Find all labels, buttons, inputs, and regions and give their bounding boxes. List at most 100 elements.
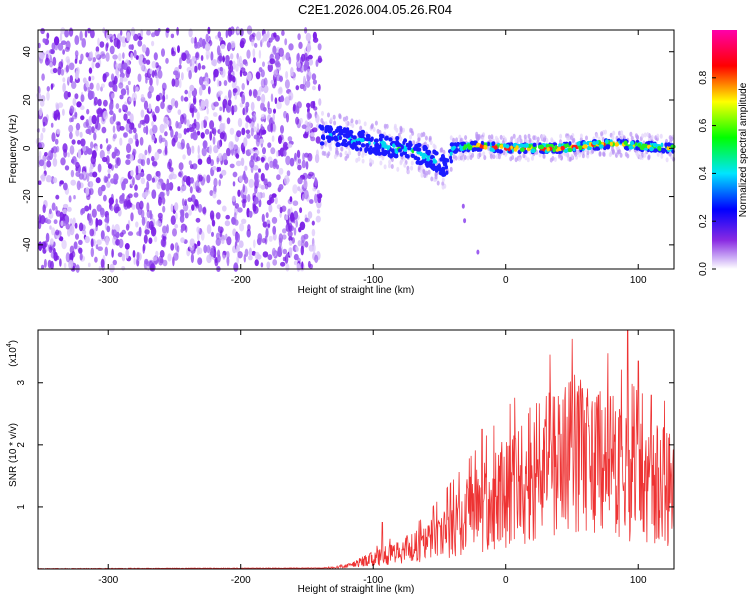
noise-dot <box>62 49 65 55</box>
noise-dot <box>282 228 287 234</box>
noise-dot <box>175 212 178 220</box>
noise-dot <box>253 165 259 171</box>
noise-dot <box>311 73 317 81</box>
noise-dot <box>264 162 270 171</box>
noise-dot <box>307 211 313 219</box>
figure-title: C2E1.2026.004.05.26.R04 <box>298 2 452 17</box>
noise-dot <box>160 101 165 110</box>
noise-dot <box>162 87 166 97</box>
noise-dot <box>75 122 81 131</box>
noise-dot <box>53 177 58 184</box>
noise-dot <box>205 49 210 59</box>
y-tick-label: -20 <box>22 189 33 204</box>
noise-dot <box>227 89 232 100</box>
noise-dot <box>223 250 227 256</box>
noise-dot <box>74 222 78 229</box>
noise-dot <box>87 90 94 101</box>
noise-dot <box>79 30 83 41</box>
signal-dot <box>515 145 519 150</box>
noise-dot <box>295 85 300 91</box>
noise-dot <box>107 33 114 40</box>
noise-dot <box>213 126 217 136</box>
noise-dot <box>261 213 265 223</box>
signal-dot <box>342 138 348 144</box>
noise-dot <box>57 111 61 121</box>
noise-dot <box>161 48 165 57</box>
noise-dot <box>210 247 215 257</box>
signal-halo-dot <box>570 135 573 141</box>
signal-dot <box>525 143 529 148</box>
signal-halo-dot <box>487 145 491 151</box>
noise-dot <box>177 109 182 115</box>
signal-halo-dot <box>650 134 654 140</box>
noise-dot <box>116 73 120 79</box>
noise-dot <box>118 108 122 113</box>
noise-dot <box>58 61 63 70</box>
noise-dot <box>305 161 309 170</box>
noise-dot <box>285 155 291 166</box>
noise-dot <box>70 179 76 186</box>
noise-dot <box>217 225 221 233</box>
noise-dot <box>289 157 295 167</box>
noise-dot <box>59 211 64 221</box>
noise-dot <box>106 181 111 188</box>
noise-dot <box>206 245 211 254</box>
signal-dot <box>400 144 404 150</box>
noise-dot <box>219 122 225 132</box>
signal-halo-dot <box>528 137 532 143</box>
signal-dot <box>519 147 525 152</box>
noise-dot <box>146 157 151 166</box>
noise-dot <box>108 102 114 112</box>
noise-dot <box>96 108 101 115</box>
signal-halo-dot <box>320 144 324 150</box>
noise-dot <box>191 55 195 66</box>
noise-dot <box>296 149 301 159</box>
noise-dot <box>308 58 314 66</box>
noise-dot <box>125 249 129 259</box>
noise-dot <box>266 40 271 48</box>
noise-dot <box>53 251 58 262</box>
signal-dot <box>388 137 393 142</box>
noise-dot <box>109 205 114 212</box>
noise-dot <box>250 101 255 112</box>
noise-dot <box>289 247 293 258</box>
signal-dot <box>567 147 573 153</box>
noise-dot <box>159 123 165 134</box>
noise-dot <box>315 136 321 144</box>
noise-dot <box>97 219 103 226</box>
noise-dot <box>139 171 145 178</box>
signal-dot <box>406 154 410 159</box>
noise-dot <box>103 194 107 202</box>
signal-dot <box>432 149 436 154</box>
noise-dot <box>247 194 251 203</box>
noise-dot <box>70 169 75 178</box>
noise-dot <box>278 237 282 248</box>
noise-dot <box>315 215 321 223</box>
noise-dot <box>170 33 175 39</box>
noise-dot <box>90 238 94 248</box>
noise-dot <box>288 43 294 51</box>
noise-dot <box>64 29 69 38</box>
noise-dot <box>103 110 108 120</box>
noise-dot <box>68 27 74 37</box>
noise-dot <box>188 209 192 216</box>
noise-dot <box>118 53 122 62</box>
signal-dot <box>364 147 368 152</box>
signal-dot <box>491 141 495 146</box>
noise-dot <box>177 122 182 129</box>
noise-dot <box>311 228 316 237</box>
noise-dot <box>301 159 306 169</box>
noise-dot <box>179 57 182 66</box>
signal-dot <box>628 145 634 150</box>
noise-dot <box>93 96 98 106</box>
signal-halo-dot <box>610 146 614 152</box>
noise-dot <box>287 143 293 148</box>
noise-dot <box>197 257 203 265</box>
noise-dot <box>186 119 190 127</box>
noise-dot <box>186 142 190 150</box>
noise-dot <box>271 193 277 198</box>
noise-dot <box>78 222 84 232</box>
tail-dot <box>461 203 465 209</box>
noise-dot <box>152 256 158 261</box>
noise-dot <box>236 255 239 264</box>
